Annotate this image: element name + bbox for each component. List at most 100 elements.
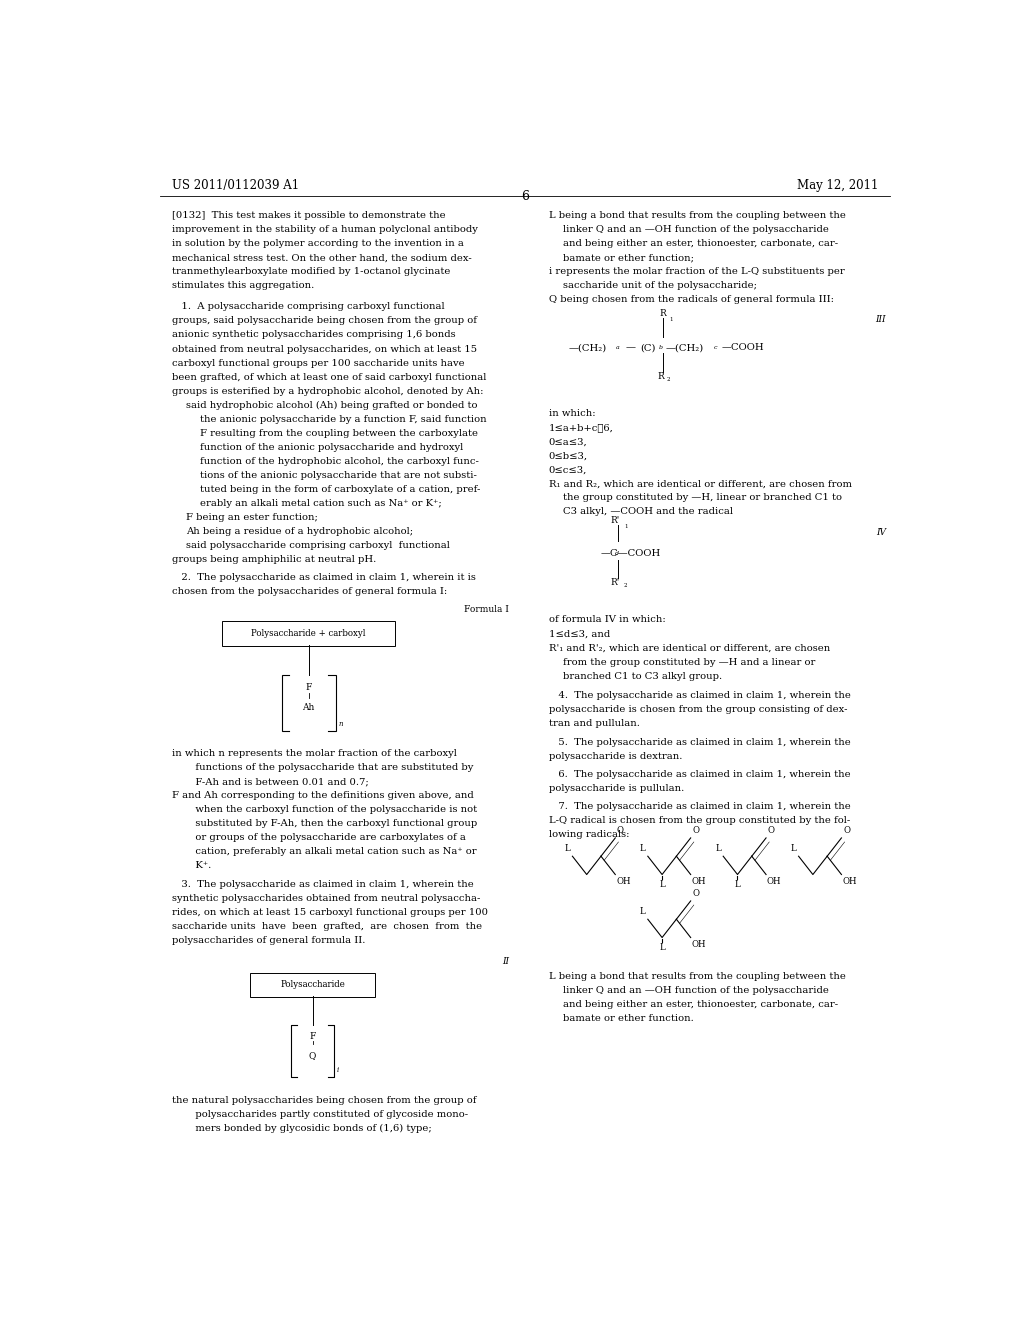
Text: branched C1 to C3 alkyl group.: branched C1 to C3 alkyl group.: [563, 672, 722, 681]
Text: tran and pullulan.: tran and pullulan.: [549, 719, 639, 729]
Text: when the carboxyl function of the polysaccharide is not: when the carboxyl function of the polysa…: [186, 805, 477, 814]
Text: OH: OH: [843, 876, 857, 886]
Text: 1.  A polysaccharide comprising carboxyl functional: 1. A polysaccharide comprising carboxyl …: [172, 302, 444, 312]
Text: 2: 2: [667, 376, 671, 381]
Text: Ah being a residue of a hydrophobic alcohol;: Ah being a residue of a hydrophobic alco…: [186, 527, 413, 536]
Text: —: —: [626, 343, 636, 352]
Text: F-Ah and is between 0.01 and 0.7;: F-Ah and is between 0.01 and 0.7;: [186, 777, 369, 787]
Text: R': R': [610, 578, 620, 587]
Text: function of the hydrophobic alcohol, the carboxyl func-: function of the hydrophobic alcohol, the…: [201, 457, 479, 466]
Text: the natural polysaccharides being chosen from the group of: the natural polysaccharides being chosen…: [172, 1096, 476, 1105]
Text: said polysaccharide comprising carboxyl  functional: said polysaccharide comprising carboxyl …: [186, 541, 450, 550]
Text: rides, on which at least 15 carboxyl functional groups per 100: rides, on which at least 15 carboxyl fun…: [172, 908, 487, 917]
Text: polysaccharides of general formula II.: polysaccharides of general formula II.: [172, 936, 365, 945]
Text: O: O: [692, 826, 699, 834]
Text: L being a bond that results from the coupling between the: L being a bond that results from the cou…: [549, 211, 846, 220]
Text: L being a bond that results from the coupling between the: L being a bond that results from the cou…: [549, 972, 846, 981]
Text: 3.  The polysaccharide as claimed in claim 1, wherein the: 3. The polysaccharide as claimed in clai…: [172, 879, 473, 888]
Text: linker Q and an —OH function of the polysaccharide: linker Q and an —OH function of the poly…: [563, 986, 828, 995]
Text: the group constituted by —H, linear or branched C1 to: the group constituted by —H, linear or b…: [563, 494, 842, 503]
FancyBboxPatch shape: [250, 973, 375, 997]
Text: i: i: [337, 1067, 339, 1074]
Text: saccharide units  have  been  grafted,  are  chosen  from  the: saccharide units have been grafted, are …: [172, 921, 481, 931]
Text: K⁺.: K⁺.: [186, 862, 211, 870]
Text: L: L: [640, 845, 645, 853]
Text: F: F: [309, 1032, 315, 1040]
Text: n: n: [339, 719, 343, 727]
Text: —(CH₂): —(CH₂): [666, 343, 705, 352]
Text: polysaccharide is chosen from the group consisting of dex-: polysaccharide is chosen from the group …: [549, 705, 847, 714]
Text: mechanical stress test. On the other hand, the sodium dex-: mechanical stress test. On the other han…: [172, 253, 471, 263]
FancyBboxPatch shape: [222, 622, 394, 645]
Text: OH: OH: [616, 876, 631, 886]
Text: polysaccharide is dextran.: polysaccharide is dextran.: [549, 751, 682, 760]
Text: tranmethylearboxylate modified by 1-octanol glycinate: tranmethylearboxylate modified by 1-octa…: [172, 268, 450, 276]
Text: function of the anionic polysaccharide and hydroxyl: function of the anionic polysaccharide a…: [201, 442, 464, 451]
Text: in solution by the polymer according to the invention in a: in solution by the polymer according to …: [172, 239, 464, 248]
Text: mers bonded by glycosidic bonds of (1,6) type;: mers bonded by glycosidic bonds of (1,6)…: [186, 1123, 432, 1133]
Text: of formula IV in which:: of formula IV in which:: [549, 615, 666, 624]
Text: [0132]  This test makes it possible to demonstrate the: [0132] This test makes it possible to de…: [172, 211, 445, 220]
Text: 1: 1: [670, 317, 673, 322]
Text: —(CH₂): —(CH₂): [568, 343, 606, 352]
Text: May 12, 2011: May 12, 2011: [797, 178, 878, 191]
Text: R: R: [659, 309, 667, 318]
Text: groups is esterified by a hydrophobic alcohol, denoted by Ah:: groups is esterified by a hydrophobic al…: [172, 387, 483, 396]
Text: III: III: [876, 315, 886, 323]
Text: Polysaccharide: Polysaccharide: [281, 981, 345, 990]
Text: b: b: [658, 345, 663, 350]
Text: the anionic polysaccharide by a function F, said function: the anionic polysaccharide by a function…: [201, 414, 486, 424]
Text: 5.  The polysaccharide as claimed in claim 1, wherein the: 5. The polysaccharide as claimed in clai…: [549, 738, 850, 747]
Text: O: O: [616, 826, 624, 834]
Text: L: L: [659, 942, 665, 952]
Text: —C—COOH: —C—COOH: [600, 549, 660, 558]
Text: 0≤c≤3,: 0≤c≤3,: [549, 465, 587, 474]
Text: OH: OH: [691, 940, 706, 949]
Text: chosen from the polysaccharides of general formula I:: chosen from the polysaccharides of gener…: [172, 587, 446, 597]
Text: F resulting from the coupling between the carboxylate: F resulting from the coupling between th…: [201, 429, 478, 438]
Text: —COOH: —COOH: [722, 343, 764, 352]
Text: OH: OH: [691, 876, 706, 886]
Text: been grafted, of which at least one of said carboxyl functional: been grafted, of which at least one of s…: [172, 372, 486, 381]
Text: functions of the polysaccharide that are substituted by: functions of the polysaccharide that are…: [186, 763, 473, 772]
Text: Q: Q: [309, 1051, 316, 1060]
Text: L: L: [791, 845, 797, 853]
Text: R₁ and R₂, which are identical or different, are chosen from: R₁ and R₂, which are identical or differ…: [549, 479, 852, 488]
Text: 4.  The polysaccharide as claimed in claim 1, wherein the: 4. The polysaccharide as claimed in clai…: [549, 692, 851, 700]
Text: tions of the anionic polysaccharide that are not substi-: tions of the anionic polysaccharide that…: [201, 471, 477, 479]
Text: R: R: [657, 371, 665, 380]
Text: stimulates this aggregation.: stimulates this aggregation.: [172, 281, 314, 290]
Text: carboxyl functional groups per 100 saccharide units have: carboxyl functional groups per 100 sacch…: [172, 359, 464, 367]
Text: or groups of the polysaccharide are carboxylates of a: or groups of the polysaccharide are carb…: [186, 833, 466, 842]
Text: groups being amphiphilic at neutral pH.: groups being amphiphilic at neutral pH.: [172, 554, 376, 564]
Text: from the group constituted by —H and a linear or: from the group constituted by —H and a l…: [563, 657, 815, 667]
Text: bamate or ether function.: bamate or ether function.: [563, 1014, 693, 1023]
Text: Polysaccharide + carboxyl: Polysaccharide + carboxyl: [251, 628, 366, 638]
Text: C3 alkyl, —COOH and the radical: C3 alkyl, —COOH and the radical: [563, 507, 733, 516]
Text: R': R': [610, 516, 620, 525]
Text: d: d: [614, 552, 618, 557]
Text: (C): (C): [640, 343, 655, 352]
Text: substituted by F-Ah, then the carboxyl functional group: substituted by F-Ah, then the carboxyl f…: [186, 820, 477, 829]
Text: anionic synthetic polysaccharides comprising 1,6 bonds: anionic synthetic polysaccharides compri…: [172, 330, 456, 339]
Text: i represents the molar fraction of the L-Q substituents per: i represents the molar fraction of the L…: [549, 268, 845, 276]
Text: F being an ester function;: F being an ester function;: [186, 512, 317, 521]
Text: L: L: [640, 907, 645, 916]
Text: in which n represents the molar fraction of the carboxyl: in which n represents the molar fraction…: [172, 750, 457, 758]
Text: O: O: [692, 888, 699, 898]
Text: lowing radicals:: lowing radicals:: [549, 830, 629, 840]
Text: polysaccharide is pullulan.: polysaccharide is pullulan.: [549, 784, 684, 793]
Text: 6.  The polysaccharide as claimed in claim 1, wherein the: 6. The polysaccharide as claimed in clai…: [549, 770, 850, 779]
Text: L: L: [659, 879, 665, 888]
Text: Ah: Ah: [302, 702, 314, 711]
Text: and being either an ester, thionoester, carbonate, car-: and being either an ester, thionoester, …: [563, 239, 838, 248]
Text: improvement in the stability of a human polyclonal antibody: improvement in the stability of a human …: [172, 226, 477, 234]
Text: 2: 2: [624, 583, 628, 587]
Text: saccharide unit of the polysaccharide;: saccharide unit of the polysaccharide;: [563, 281, 757, 290]
Text: erably an alkali metal cation such as Na⁺ or K⁺;: erably an alkali metal cation such as Na…: [201, 499, 442, 508]
Text: obtained from neutral polysaccharides, on which at least 15: obtained from neutral polysaccharides, o…: [172, 345, 477, 354]
Text: US 2011/0112039 A1: US 2011/0112039 A1: [172, 178, 299, 191]
Text: 0≤a≤3,: 0≤a≤3,: [549, 437, 588, 446]
Text: c: c: [714, 345, 717, 350]
Text: polysaccharides partly constituted of glycoside mono-: polysaccharides partly constituted of gl…: [186, 1110, 468, 1118]
